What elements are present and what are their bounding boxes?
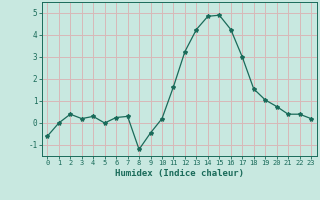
X-axis label: Humidex (Indice chaleur): Humidex (Indice chaleur): [115, 169, 244, 178]
